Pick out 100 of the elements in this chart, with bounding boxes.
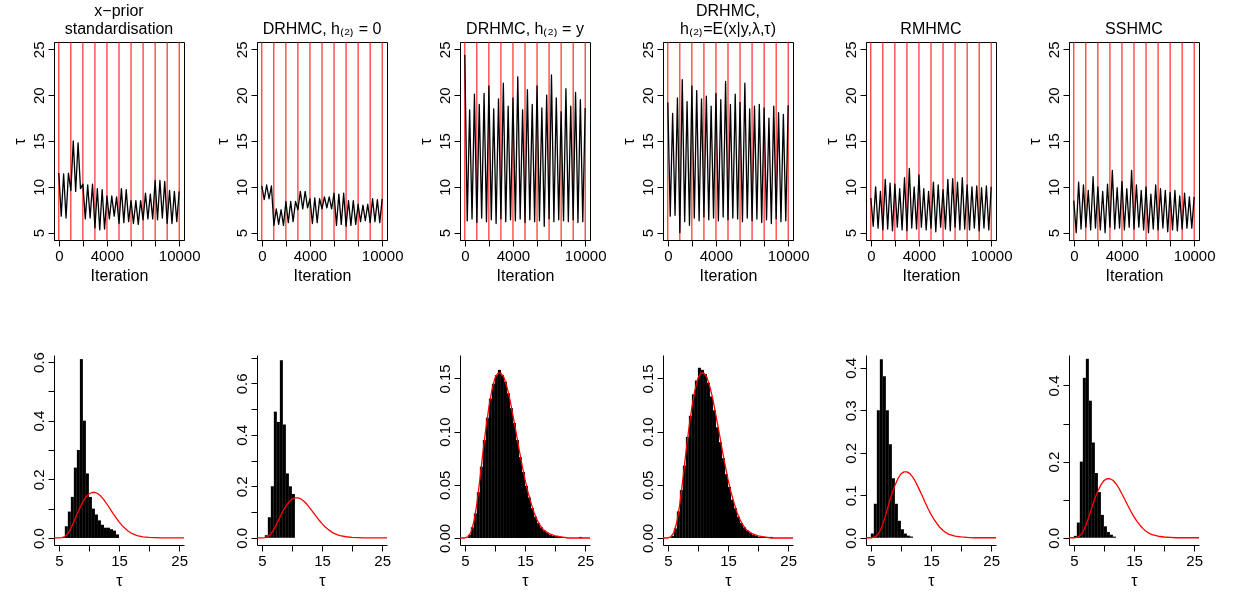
x-tick-label: 4000: [902, 246, 937, 264]
y-tick-label: 0.0: [232, 527, 250, 549]
x-axis-title: Iteration: [293, 266, 352, 284]
y-tick-label: 0.3: [841, 400, 859, 422]
x-tick-label: 5: [867, 551, 876, 569]
chart-title: x−prior standardisation: [64, 1, 174, 37]
y-tick-label: 5: [435, 228, 453, 238]
y-tick-label: 0.2: [29, 469, 47, 491]
y-axis-title: τ: [10, 137, 28, 145]
x-axis-title: τ: [725, 571, 733, 589]
x-tick-label: 10000: [158, 246, 201, 264]
x-tick-label: 5: [55, 551, 64, 569]
x-axis-title: Iteration: [699, 266, 758, 284]
y-tick-label: 5: [1044, 228, 1062, 238]
y-tick-label: 5: [638, 228, 656, 238]
y-tick-label: 25: [232, 41, 250, 59]
x-tick-label: 0: [867, 246, 876, 264]
y-tick-label: 10: [435, 178, 453, 196]
x-tick-label: 4000: [699, 246, 734, 264]
y-tick-label: 0.00: [638, 523, 656, 554]
x-axis-title: τ: [522, 571, 530, 589]
y-tick-label: 25: [638, 41, 656, 59]
x-axis-title: Iteration: [90, 266, 149, 284]
y-tick-label: 10: [1044, 178, 1062, 196]
x-tick-label: 10000: [767, 246, 810, 264]
y-tick-label: 0.1: [841, 485, 859, 507]
y-tick-label: 0.10: [638, 417, 656, 447]
x-tick-label: 0: [1070, 246, 1079, 264]
y-tick-label: 10: [29, 178, 47, 196]
x-tick-label: 5: [258, 551, 267, 569]
y-tick-label: 15: [435, 133, 453, 150]
x-tick-label: 4000: [496, 246, 531, 264]
y-tick-label: 25: [1044, 41, 1062, 59]
x-tick-label: 10000: [361, 246, 404, 264]
x-axis-title: Iteration: [902, 266, 961, 284]
x-axis-title: τ: [319, 571, 327, 589]
y-tick-label: 0.15: [435, 364, 453, 394]
y-axis-title: τ: [416, 137, 434, 145]
y-tick-label: 25: [841, 41, 859, 59]
x-tick-label: 5: [1070, 551, 1079, 569]
y-tick-label: 0.2: [232, 476, 250, 498]
y-tick-label: 0.00: [435, 523, 453, 554]
x-tick-label: 25: [374, 551, 392, 569]
x-tick-label: 15: [517, 551, 534, 569]
y-tick-label: 15: [29, 133, 47, 150]
y-tick-label: 0.2: [841, 442, 859, 464]
y-tick-label: 20: [435, 87, 453, 105]
x-tick-label: 0: [258, 246, 267, 264]
y-tick-label: 0.2: [1044, 451, 1062, 473]
y-tick-label: 20: [232, 87, 250, 105]
x-tick-label: 15: [923, 551, 940, 569]
y-tick-label: 0.6: [29, 352, 47, 373]
y-tick-label: 0.6: [232, 373, 250, 395]
x-tick-label: 4000: [90, 246, 125, 264]
x-tick-label: 15: [1126, 551, 1143, 569]
y-tick-label: 0.05: [435, 470, 453, 500]
y-tick-label: 10: [232, 178, 250, 196]
x-tick-label: 10000: [970, 246, 1013, 264]
y-tick-label: 20: [1044, 87, 1062, 105]
x-tick-label: 0: [461, 246, 470, 264]
y-axis-title: τ: [213, 137, 231, 145]
x-tick-label: 5: [461, 551, 470, 569]
x-tick-label: 15: [720, 551, 737, 569]
y-tick-label: 0.4: [29, 410, 47, 432]
x-tick-label: 0: [664, 246, 673, 264]
y-tick-label: 5: [841, 228, 859, 238]
chart-title: RMHMC: [900, 19, 962, 37]
y-tick-label: 0.15: [638, 364, 656, 394]
y-tick-label: 0.0: [1044, 527, 1062, 549]
y-tick-label: 0.4: [841, 357, 859, 379]
chart-title: SSHMC: [1105, 19, 1163, 37]
y-tick-label: 15: [638, 133, 656, 150]
y-tick-label: 10: [841, 178, 859, 196]
y-tick-label: 0.4: [232, 424, 250, 446]
y-tick-label: 0.0: [29, 528, 47, 549]
y-tick-label: 15: [232, 133, 250, 150]
y-tick-label: 15: [841, 133, 859, 150]
x-tick-label: 25: [983, 551, 1001, 569]
chart-title: DRHMC, h₍₂₎=E(x|y,λ,τ): [680, 1, 776, 38]
y-tick-label: 0.0: [841, 527, 859, 549]
y-tick-label: 5: [29, 228, 47, 238]
x-axis-title: τ: [116, 571, 124, 589]
chart-title: DRHMC, h₍₂₎ = 0: [262, 19, 382, 38]
x-axis-title: Iteration: [1105, 266, 1164, 284]
x-tick-label: 10000: [564, 246, 607, 264]
y-tick-label: 15: [1044, 133, 1062, 150]
chart-title: DRHMC, h₍₂₎ = y: [466, 19, 584, 38]
y-tick-label: 0.10: [435, 417, 453, 447]
x-tick-label: 15: [314, 551, 331, 569]
x-tick-label: 25: [1186, 551, 1204, 569]
y-tick-label: 0.4: [1044, 375, 1062, 397]
y-axis-title: τ: [822, 137, 840, 145]
x-tick-label: 15: [111, 551, 128, 569]
y-tick-label: 20: [638, 87, 656, 105]
x-tick-label: 10000: [1173, 246, 1216, 264]
x-tick-label: 4000: [1105, 246, 1140, 264]
x-axis-title: Iteration: [496, 266, 555, 284]
x-tick-label: 25: [780, 551, 798, 569]
y-axis-title: τ: [1025, 137, 1043, 145]
y-axis-title: τ: [619, 137, 637, 145]
